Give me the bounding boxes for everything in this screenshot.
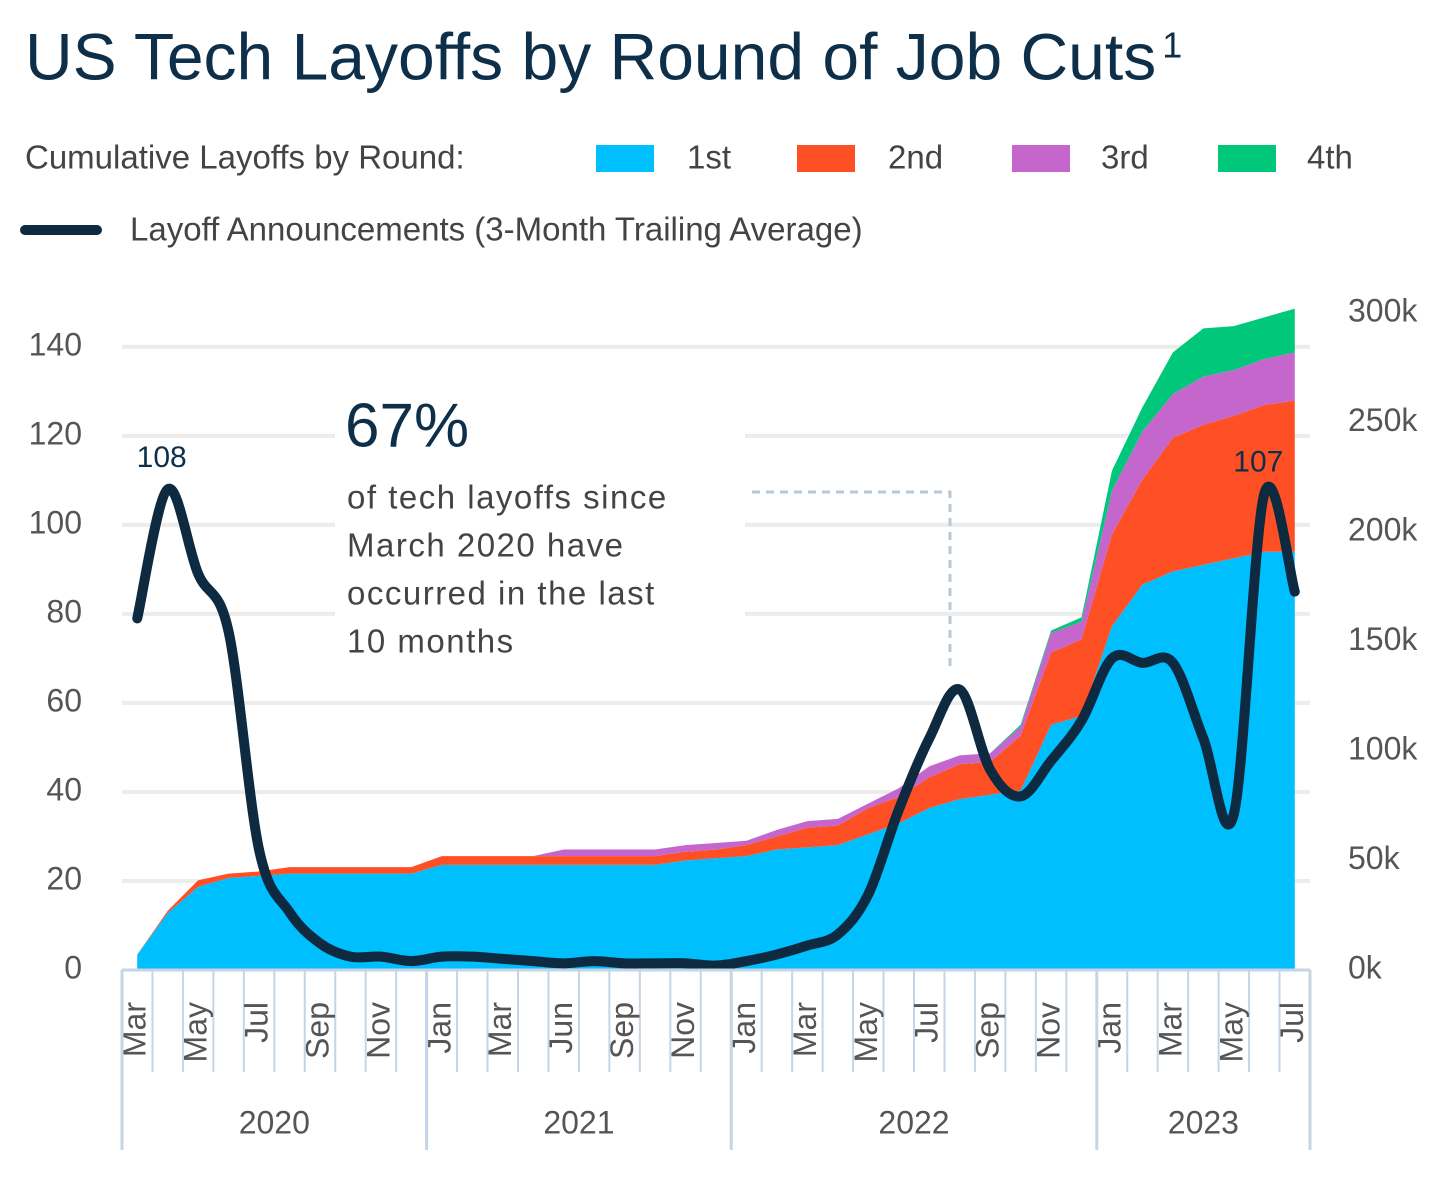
area bbox=[137, 400, 1295, 955]
y-tick-label: 140 bbox=[29, 326, 82, 362]
x-tick-label: Sep bbox=[604, 1002, 640, 1059]
legend-swatch bbox=[596, 145, 654, 172]
year-label: 2022 bbox=[878, 1104, 949, 1140]
x-tick-label: Mar bbox=[482, 1002, 518, 1057]
legend-swatch bbox=[1012, 145, 1070, 172]
x-tick-label: Jul bbox=[239, 1002, 275, 1043]
legend-text: 3rd bbox=[1101, 139, 1149, 176]
area bbox=[137, 551, 1295, 970]
y2-tick-label: 250k bbox=[1348, 402, 1418, 438]
x-tick-label: Jun bbox=[543, 1002, 579, 1054]
x-tick-label: Sep bbox=[299, 1002, 335, 1059]
y-tick-label: 100 bbox=[29, 504, 82, 540]
x-tick-label: Mar bbox=[1152, 1002, 1188, 1057]
x-tick-label: Nov bbox=[665, 1002, 701, 1059]
x-tick-label: Mar bbox=[787, 1002, 823, 1057]
legend-swatch bbox=[797, 145, 855, 172]
year-label: 2023 bbox=[1168, 1104, 1239, 1140]
annotation-text: occurred in the last bbox=[347, 575, 656, 612]
year-label: 2020 bbox=[239, 1104, 310, 1140]
data-label: 107 bbox=[1233, 446, 1283, 479]
y2-tick-label: 0k bbox=[1348, 949, 1383, 985]
x-tick-label: Sep bbox=[970, 1002, 1006, 1059]
legend-text: 2nd bbox=[888, 139, 943, 176]
area bbox=[137, 352, 1295, 955]
y2-tick-label: 300k bbox=[1348, 292, 1418, 328]
y2-tick-label: 50k bbox=[1348, 840, 1401, 876]
data-label: 108 bbox=[137, 441, 187, 474]
chart-title: US Tech Layoffs by Round of Job Cuts bbox=[25, 19, 1156, 93]
y2-tick-label: 100k bbox=[1348, 730, 1418, 766]
annotation-text: 10 months bbox=[347, 623, 515, 660]
legend-text: Layoff Announcements (3-Month Trailing A… bbox=[130, 211, 863, 248]
x-tick-label: May bbox=[848, 1002, 884, 1062]
x-tick-label: Jul bbox=[1274, 1002, 1310, 1043]
annotation-text: of tech layoffs since bbox=[347, 479, 668, 516]
y-tick-label: 80 bbox=[46, 593, 82, 629]
line bbox=[132, 481, 1300, 971]
legend-swatch bbox=[1218, 145, 1276, 172]
legend-text: 4th bbox=[1307, 139, 1353, 176]
year-label: 2021 bbox=[543, 1104, 614, 1140]
x-tick-label: May bbox=[1213, 1002, 1249, 1062]
annotation-text: March 2020 have bbox=[347, 527, 625, 564]
legend-label: Cumulative Layoffs by Round: bbox=[25, 139, 465, 176]
y2-tick-label: 150k bbox=[1348, 621, 1418, 657]
y-tick-label: 20 bbox=[46, 860, 82, 896]
x-tick-label: Nov bbox=[1031, 1002, 1067, 1059]
annotation-box bbox=[335, 380, 745, 670]
y-tick-label: 40 bbox=[46, 771, 82, 807]
annotation-headline: 67% bbox=[345, 391, 469, 460]
y-tick-label: 120 bbox=[29, 415, 82, 451]
legend-text: 1st bbox=[687, 139, 731, 176]
y2-tick-label: 200k bbox=[1348, 511, 1418, 547]
x-tick-label: Nov bbox=[360, 1002, 396, 1059]
area bbox=[137, 308, 1295, 955]
x-tick-label: May bbox=[178, 1002, 214, 1062]
y-tick-label: 0 bbox=[64, 949, 82, 985]
annotation-leader bbox=[752, 490, 952, 668]
title-footnote: 1 bbox=[1162, 25, 1182, 66]
y-tick-label: 60 bbox=[46, 682, 82, 718]
x-tick-label: Jul bbox=[909, 1002, 945, 1043]
